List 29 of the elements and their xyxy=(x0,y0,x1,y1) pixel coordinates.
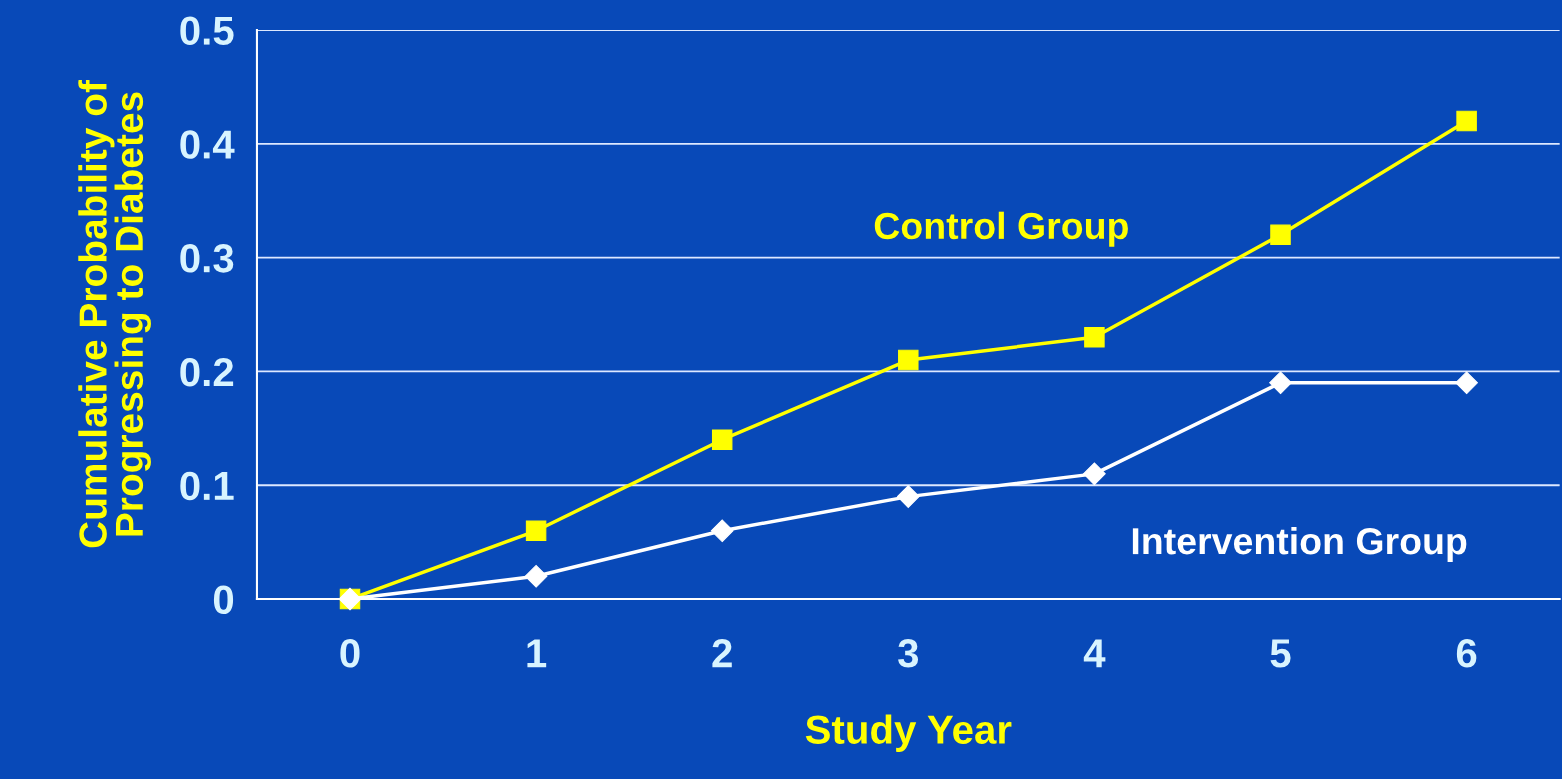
x-tick-label: 5 xyxy=(1270,639,1291,668)
point xyxy=(896,485,920,508)
series-label: Intervention Group xyxy=(1132,526,1467,562)
x-tick-label: 0 xyxy=(340,639,360,668)
point xyxy=(898,349,919,371)
point xyxy=(1455,371,1478,395)
x-tick-label: 3 xyxy=(898,639,919,668)
y-tick-label: 0.1 xyxy=(180,471,234,501)
x-axis-title: Study Year xyxy=(805,714,1012,752)
y-tick-label: 0.5 xyxy=(180,16,234,45)
point xyxy=(1084,327,1105,348)
point xyxy=(525,520,547,542)
point xyxy=(710,519,734,543)
series-label: Control Group xyxy=(874,211,1128,247)
x-tick-label: 4 xyxy=(1083,639,1106,668)
point xyxy=(1270,224,1291,246)
point xyxy=(711,429,733,450)
y-axis-title: Cumulative Probability of Progressing to Diabetes xyxy=(78,79,151,548)
y-tick-label: 0.3 xyxy=(180,244,234,273)
y-tick-label: 0 xyxy=(213,585,234,615)
y-tick-label: 0.2 xyxy=(180,357,234,387)
x-tick-label: 1 xyxy=(527,639,547,668)
x-tick-label: 2 xyxy=(712,639,732,668)
point xyxy=(1083,462,1106,486)
point xyxy=(524,564,548,588)
point xyxy=(1456,110,1477,132)
point xyxy=(1269,371,1292,395)
y-tick-label: 0.4 xyxy=(180,130,235,159)
x-tick-label: 6 xyxy=(1456,639,1477,668)
